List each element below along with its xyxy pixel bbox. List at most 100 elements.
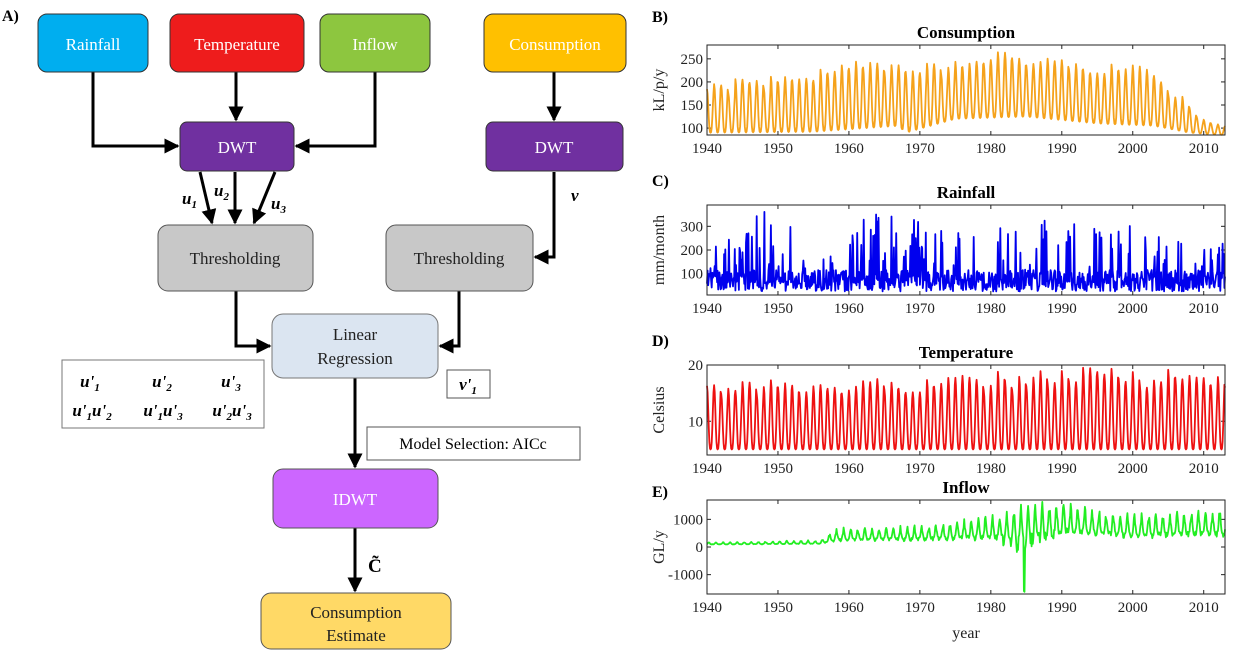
term-u1: u'1 [80,372,100,394]
node-inflow: Inflow [319,13,431,73]
x-tick-label: 1950 [763,141,793,157]
series-line-inflow [706,500,1226,593]
chart-title: Inflow [942,478,990,497]
node-rainfall-label: Rainfall [66,35,121,54]
x-tick-label: 1980 [976,301,1006,317]
x-tick-label: 1940 [692,600,722,616]
x-tick-label: 1980 [976,461,1006,477]
y-tick-label: 200 [681,243,704,259]
node-thresholding-left: Thresholding [157,224,314,292]
chart-inflow: Inflow GL/y year 1940 1950 1960 1970 1980 1990 20… [651,478,1226,642]
x-tick-label: 1960 [834,141,864,157]
chart-title: Rainfall [937,183,996,202]
x-tick-label: 1940 [692,461,722,477]
node-temperature-label: Temperature [194,35,280,54]
panel-letter-b: B) [652,9,668,26]
y-tick-label: 1000 [673,512,703,528]
edge-label-u1: u1 [182,189,197,211]
model-selection-box: Model Selection: AICc [366,426,581,461]
arrow-inflow-to-dwt [294,72,377,154]
model-selection-label: Model Selection: AICc [399,436,547,453]
plot-frame [706,44,1226,136]
node-regression-line2: Regression [317,349,393,368]
node-rainfall: Rainfall [37,13,149,73]
chart-consumption: Consumption kL/p/y 1940 1950 1960 1970 1980 199… [651,23,1226,157]
x-tick-label: 2010 [1189,461,1219,477]
x-tick-label: 2000 [1118,301,1148,317]
y-tick-label: 10 [688,414,703,430]
panel-letter-c: C) [652,173,669,190]
time-series-panels: B) C) D) E) [652,9,669,501]
arrow-v-to-thresholding [533,172,556,265]
x-tick-label: 1960 [834,301,864,317]
chart-title: Consumption [917,23,1016,42]
edge-label-c-tilde: C̃ [368,556,382,577]
x-tick-label: 1990 [1047,600,1077,616]
x-tick-label: 1970 [905,301,935,317]
y-tick-label: -1000 [668,568,703,584]
node-consumption-label: Consumption [509,35,601,54]
node-regression-line1: Linear [333,325,378,344]
node-consumption: Consumption [483,13,627,73]
x-tick-label: 2010 [1189,301,1219,317]
y-tick-label: 100 [681,121,704,137]
node-dwt-left-label: DWT [218,138,257,157]
charts-group: Consumption kL/p/y 1940 1950 1960 1970 1980 199… [651,23,1226,642]
term-u3: u'3 [221,372,241,394]
node-idwt: IDWT [272,468,439,529]
x-tick-label: 1950 [763,600,793,616]
chart-temperature: Temperature Celsius 1940 1950 1960 1970 1980 19… [651,343,1226,477]
node-estimate-line1: Consumption [310,603,402,622]
x-tick-label: 1990 [1047,461,1077,477]
y-axis-label: Celsius [651,386,668,433]
arrow-u1 [198,171,217,225]
series-line-temperature [706,366,1226,451]
term-u1u2: u'1u'2 [72,401,112,423]
series-line-rainfall [706,210,1226,293]
y-axis-label: GL/y [651,530,668,564]
x-tick-label: 2000 [1118,461,1148,477]
x-tick-label: 2000 [1118,600,1148,616]
x-tick-label: 1970 [905,461,935,477]
y-axis-label: kL/p/y [651,69,668,112]
node-estimate-line2: Estimate [326,626,385,645]
y-tick-label: 300 [681,219,704,235]
node-temperature: Temperature [169,13,305,73]
chart-title: Temperature [919,343,1014,362]
x-axis-label: year [952,625,980,642]
flow-diagram: A) Rainfall Temperature Inflow [2,8,627,650]
edge-label-u3: u3 [271,194,286,216]
arrow-rainfall-to-dwt [91,72,180,154]
panel-letter-d: D) [652,333,669,350]
x-tick-label: 2010 [1189,141,1219,157]
panel-letter-e: E) [652,484,668,501]
node-thresholding-right: Thresholding [385,224,534,292]
panel-letter-a: A) [2,8,19,25]
y-tick-label: 100 [681,267,704,283]
term-v1: v'1 [459,375,477,397]
x-tick-label: 1970 [905,141,935,157]
y-tick-label: 250 [681,52,704,68]
x-tick-label: 1990 [1047,301,1077,317]
x-tick-label: 1980 [976,141,1006,157]
x-tick-label: 1960 [834,461,864,477]
node-consumption-estimate: Consumption Estimate [260,592,452,650]
x-tick-label: 1970 [905,600,935,616]
y-tick-label: 0 [696,540,704,556]
node-dwt-right: DWT [485,121,624,172]
arrow-u3 [252,171,277,225]
node-thresholding-left-label: Thresholding [190,249,281,268]
u-prime-terms-box: u'1 u'2 u'3 u'1u'2 u'1u'3 u'2u'3 [61,359,265,429]
edge-label-u2: u2 [214,181,229,203]
x-tick-label: 2010 [1189,600,1219,616]
plot-frame [706,499,1226,595]
plot-frame [706,204,1226,296]
x-tick-label: 1940 [692,301,722,317]
edge-label-v: v [571,186,579,205]
x-tick-label: 1950 [763,461,793,477]
node-inflow-label: Inflow [352,35,398,54]
x-tick-label: 1950 [763,301,793,317]
term-u1u3: u'1u'3 [143,401,183,423]
x-tick-label: 1980 [976,600,1006,616]
